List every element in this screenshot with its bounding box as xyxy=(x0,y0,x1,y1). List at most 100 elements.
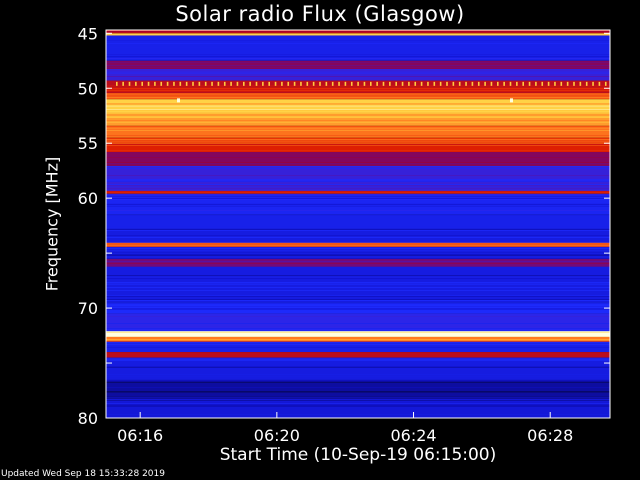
texture-line xyxy=(106,252,610,253)
texture-line xyxy=(106,204,610,205)
spike-mark xyxy=(154,81,156,86)
y-axis-label: Frequency [MHz] xyxy=(42,156,62,292)
spike-mark xyxy=(116,81,118,86)
spike-mark xyxy=(554,81,556,86)
texture-line xyxy=(106,303,610,304)
spike-mark xyxy=(395,81,397,86)
texture-line xyxy=(106,112,610,113)
spike-mark xyxy=(566,81,569,86)
texture-line xyxy=(106,91,610,92)
texture-line xyxy=(106,374,610,375)
texture-line xyxy=(106,359,610,360)
spike-mark xyxy=(287,81,290,86)
spike-mark xyxy=(166,81,169,86)
texture-line xyxy=(106,391,610,392)
texture-line xyxy=(106,90,610,91)
texture-line xyxy=(106,392,610,393)
spike-mark xyxy=(401,81,404,86)
spike-mark xyxy=(363,81,366,86)
texture-line xyxy=(106,366,610,367)
texture-line xyxy=(106,215,610,216)
spike-mark xyxy=(147,81,150,86)
frequency-band-12 xyxy=(106,143,610,153)
spike-mark xyxy=(477,81,480,86)
texture-line xyxy=(106,97,610,98)
texture-line xyxy=(106,117,610,118)
texture-line xyxy=(106,250,610,251)
texture-line xyxy=(106,157,610,158)
texture-line xyxy=(106,58,610,59)
spike-mark xyxy=(604,81,607,86)
spike-mark xyxy=(573,81,575,86)
y-tick-label: 45 xyxy=(78,24,98,43)
texture-line xyxy=(106,87,610,88)
texture-line xyxy=(106,230,610,231)
texture-line xyxy=(106,180,610,181)
texture-line xyxy=(106,138,610,139)
texture-line xyxy=(106,141,610,142)
texture-line xyxy=(106,113,610,114)
texture-line xyxy=(106,184,610,185)
texture-line xyxy=(106,235,610,236)
texture-line xyxy=(106,342,610,343)
texture-line xyxy=(106,71,610,72)
texture-line xyxy=(106,340,610,341)
texture-line xyxy=(106,185,610,186)
spike-mark xyxy=(179,81,182,86)
spike-mark xyxy=(268,81,270,86)
texture-line xyxy=(106,246,610,247)
spike-mark xyxy=(306,81,309,86)
frequency-band-17 xyxy=(106,214,610,229)
frequency-band-21 xyxy=(106,258,610,267)
spike-mark xyxy=(249,81,251,86)
interference-spikes xyxy=(116,81,607,103)
texture-line xyxy=(106,121,610,122)
texture-line xyxy=(106,120,610,121)
texture-line xyxy=(106,199,610,200)
texture-line xyxy=(106,402,610,403)
spike-mark xyxy=(319,81,321,86)
texture-line xyxy=(106,57,610,58)
y-tick-label: 55 xyxy=(78,134,98,153)
spike-mark xyxy=(458,81,461,86)
y-axis-ticks: 45 50 55 60 70 80 xyxy=(78,24,610,428)
texture-line xyxy=(106,277,610,278)
texture-line xyxy=(106,296,610,297)
texture-line xyxy=(106,76,610,77)
y-tick-label: 70 xyxy=(78,299,98,318)
texture-line xyxy=(106,54,610,55)
spike-mark xyxy=(528,81,531,86)
texture-line xyxy=(106,34,610,35)
spike-mark xyxy=(484,81,486,86)
texture-line xyxy=(106,328,610,329)
y-tick-label: 50 xyxy=(78,79,98,98)
texture-line xyxy=(106,105,610,106)
spike-mark xyxy=(338,81,340,86)
texture-line xyxy=(106,330,610,331)
texture-line xyxy=(106,67,610,68)
spike-mark xyxy=(592,81,594,86)
texture-line xyxy=(106,237,610,238)
spike-mark xyxy=(230,81,232,86)
texture-line xyxy=(106,397,610,398)
texture-line xyxy=(106,43,610,44)
texture-line xyxy=(106,339,610,340)
texture-line xyxy=(106,248,610,249)
texture-line xyxy=(106,179,610,180)
texture-line xyxy=(106,196,610,197)
texture-line xyxy=(106,145,610,146)
spike-mark xyxy=(204,81,207,86)
spike-mark xyxy=(490,81,493,86)
spike-mark xyxy=(350,81,353,86)
spike-mark xyxy=(198,81,201,86)
frequency-band-9 xyxy=(106,112,610,126)
spike-mark xyxy=(236,81,239,86)
texture-line xyxy=(106,205,610,206)
texture-line xyxy=(106,151,610,152)
texture-line xyxy=(106,122,610,123)
texture-line xyxy=(106,92,610,93)
spike-mark xyxy=(598,81,601,86)
texture-line xyxy=(106,65,610,66)
spike-mark xyxy=(452,81,455,86)
